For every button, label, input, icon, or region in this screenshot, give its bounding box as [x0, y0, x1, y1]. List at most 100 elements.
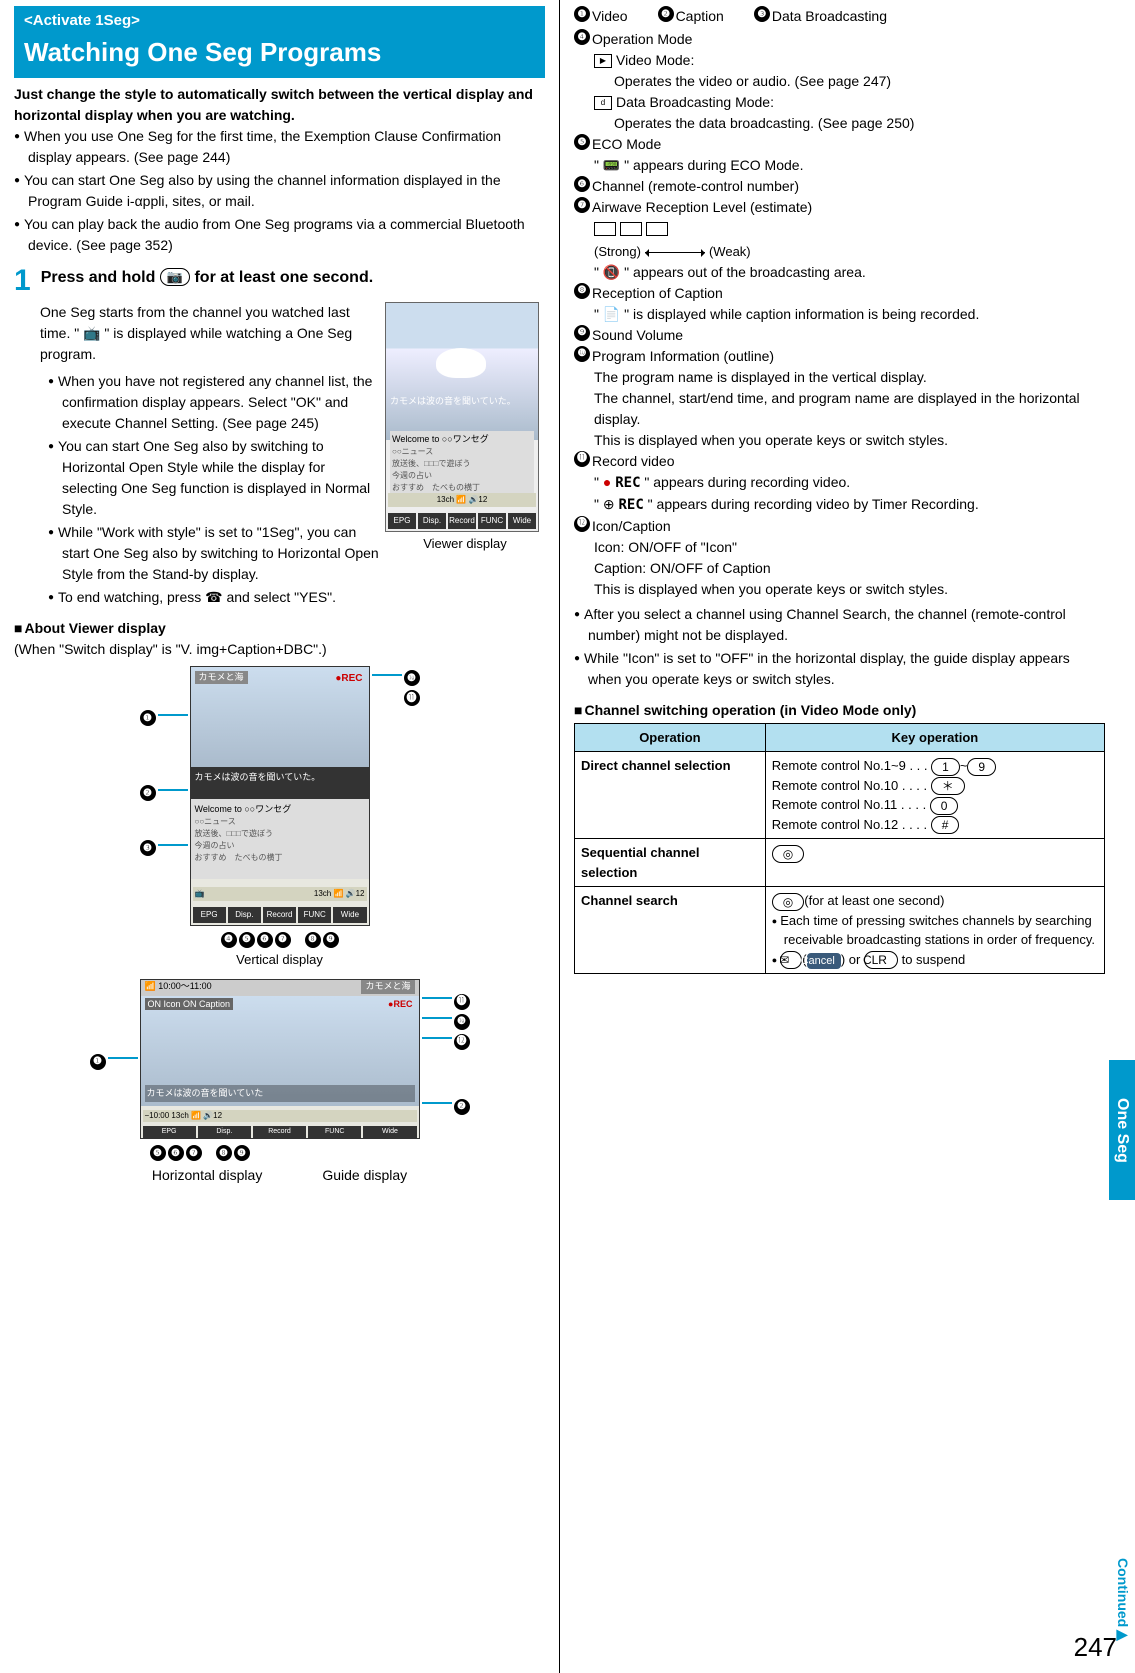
data-mode-label: Data Broadcasting Mode: — [616, 94, 774, 110]
video-mode-label: Video Mode: — [616, 52, 694, 68]
row-direct-keys: Remote control No.1~9 . . . 1~9 Remote c… — [765, 752, 1104, 839]
legend-label: Record video — [592, 451, 675, 472]
section-header: <Activate 1Seg> Watching One Seg Program… — [14, 6, 545, 78]
legend-label: Reception of Caption — [592, 283, 723, 304]
horiz-guide-bar: −10:00 13ch 📶 🔊12 — [143, 1110, 417, 1122]
disp-button: Disp. — [418, 513, 446, 529]
clr-key: CLR — [864, 951, 898, 969]
legend-num: ❻ — [574, 176, 590, 192]
legend-label: ECO Mode — [592, 134, 661, 155]
callout-10: ❿ — [404, 670, 420, 686]
callout-6h: ❻ — [168, 1145, 184, 1161]
intro-bullet: When you use One Seg for the first time,… — [14, 126, 545, 168]
legend-label: Icon/Caption — [592, 516, 671, 537]
data-lines: ○○ニュース 放送後、□□□で遊ぼう 今週の占い おすすめ たべもの横丁 — [195, 816, 365, 864]
row-seq-op: Sequential channel selection — [575, 839, 766, 887]
horiz-title-jp: カモメと海 — [361, 980, 414, 994]
callout-2h: ❷ — [454, 1099, 470, 1115]
intro-bullet: You can play back the audio from One Seg… — [14, 214, 545, 256]
legend-label: Program Information (outline) — [592, 346, 774, 367]
record-button: Record — [448, 513, 476, 529]
intro-bullet: You can start One Seg also by using the … — [14, 170, 545, 212]
legend-num: ❸ — [754, 6, 770, 22]
viewer-caption-jp: カモメは波の音を聞いていた。 — [390, 395, 516, 409]
callout-3: ❸ — [140, 840, 156, 856]
legend-label: Video — [592, 6, 628, 27]
data-mode-icon: d — [594, 96, 612, 110]
viewer-figure: カモメは波の音を聞いていた。 Welcome to ○○ワンセグ ○○ニュース … — [385, 302, 545, 554]
col-operation: Operation — [575, 723, 766, 752]
channel-switching-table: Operation Key operation Direct channel s… — [574, 723, 1105, 975]
video-mode-desc: Operates the video or audio. (See page 2… — [614, 71, 1105, 92]
step-number: 1 — [14, 266, 31, 296]
legend-num: ❺ — [574, 134, 590, 150]
data-mode-desc: Operates the data broadcasting. (See pag… — [614, 113, 1105, 134]
callout-1: ❶ — [140, 710, 156, 726]
callout-7: ❼ — [275, 932, 291, 948]
icon-caption-indicator: ON Icon ON Caption — [145, 998, 234, 1012]
weak-label: (Weak) — [709, 244, 751, 259]
guide-bar: 📺13ch 📶 🔊12 — [193, 887, 367, 901]
airwave-out-desc: " 📵 " appears out of the broadcasting ar… — [594, 262, 1105, 283]
after-bullet: After you select a channel using Channel… — [574, 604, 1105, 646]
callout-4: ❹ — [221, 932, 237, 948]
legend-num: ❶ — [574, 6, 590, 22]
legend-num: ❿ — [574, 346, 590, 362]
strong-label: (Strong) — [594, 244, 641, 259]
legend-num: ❾ — [574, 325, 590, 341]
legend-label: Data Broadcasting — [772, 6, 887, 27]
legend-num: ⓫ — [574, 451, 590, 467]
vertical-diagram: カモメと海 ●REC カモメは波の音を聞いていた。 Welcome to ○○ワ… — [130, 666, 430, 926]
epg-button: EPG — [388, 513, 416, 529]
icon-cap-1: Icon: ON/OFF of "Icon" — [594, 537, 1105, 558]
vertical-caption: Vertical display — [14, 950, 545, 970]
channel-table-heading: Channel switching operation (in Video Mo… — [574, 700, 1105, 721]
icon-cap-2: Caption: ON/OFF of Caption — [594, 558, 1105, 579]
video-mode-icon: ▶ — [594, 54, 612, 68]
breadcrumb: <Activate 1Seg> — [24, 10, 535, 33]
icon-cap-3: This is displayed when you operate keys … — [594, 579, 1105, 600]
search-bullet: ✉(Cancel) or CLR to suspend — [772, 950, 1098, 970]
rec-indicator: ●REC — [335, 671, 362, 686]
callout-11h: ⓫ — [454, 994, 470, 1010]
record-button: Record — [263, 907, 296, 923]
viewer-guide-bar: 13ch 📶 🔊12 — [388, 493, 536, 507]
viewer-screen-mock: カモメは波の音を聞いていた。 Welcome to ○○ワンセグ ○○ニュース … — [385, 302, 539, 532]
arrow-icon — [645, 252, 705, 253]
callout-6: ❻ — [257, 932, 273, 948]
horizontal-diagram: 📶 10:00〜11:00 カモメと海 ●REC ON Icon ON Capt… — [90, 979, 470, 1139]
callout-9: ❾ — [323, 932, 339, 948]
intro-text: Just change the style to automatically s… — [14, 84, 545, 126]
page-number: 247 — [1074, 1628, 1117, 1667]
viewer-data-lines: ○○ニュース 放送後、□□□で遊ぼう 今週の占い おすすめ たべもの横丁 — [392, 446, 532, 494]
prog-info-3: This is displayed when you operate keys … — [594, 430, 1105, 451]
legend-num: ❼ — [574, 197, 590, 213]
row-seq-keys: ◎ — [765, 839, 1104, 887]
callout-9h: ❾ — [234, 1145, 250, 1161]
legend-label: Sound Volume — [592, 325, 683, 346]
disp-button: Disp. — [228, 907, 261, 923]
callout-5: ❺ — [239, 932, 255, 948]
legend-num: ❽ — [574, 283, 590, 299]
legend-label: Channel (remote-control number) — [592, 176, 799, 197]
col-key-operation: Key operation — [765, 723, 1104, 752]
func-button: FUNC — [478, 513, 506, 529]
rec-desc-2: " appears during recording video by Time… — [648, 496, 979, 512]
legend-num: ❹ — [574, 29, 590, 45]
mail-key-icon: ✉ — [780, 951, 802, 969]
camera-key-icon: 📷 — [160, 268, 190, 286]
caption-band: カモメは波の音を聞いていた。 — [191, 767, 369, 799]
wide-button: Wide — [508, 513, 536, 529]
signal-strength-icons — [594, 222, 668, 236]
legend-label: Operation Mode — [592, 29, 692, 50]
search-bullet: Each time of pressing switches channels … — [772, 911, 1098, 950]
cancel-softkey: Cancel — [807, 953, 841, 970]
callout-5h: ❺ — [150, 1145, 166, 1161]
row-search-op: Channel search — [575, 887, 766, 974]
callout-10h: ❿ — [454, 1014, 470, 1030]
guide-caption: Guide display — [322, 1165, 407, 1186]
nav-key-icon: ◎ — [772, 845, 804, 863]
callout-8: ❽ — [305, 932, 321, 948]
legend-label: Airwave Reception Level (estimate) — [592, 197, 812, 218]
step-1: 1 Press and hold 📷 for at least one seco… — [14, 266, 545, 296]
